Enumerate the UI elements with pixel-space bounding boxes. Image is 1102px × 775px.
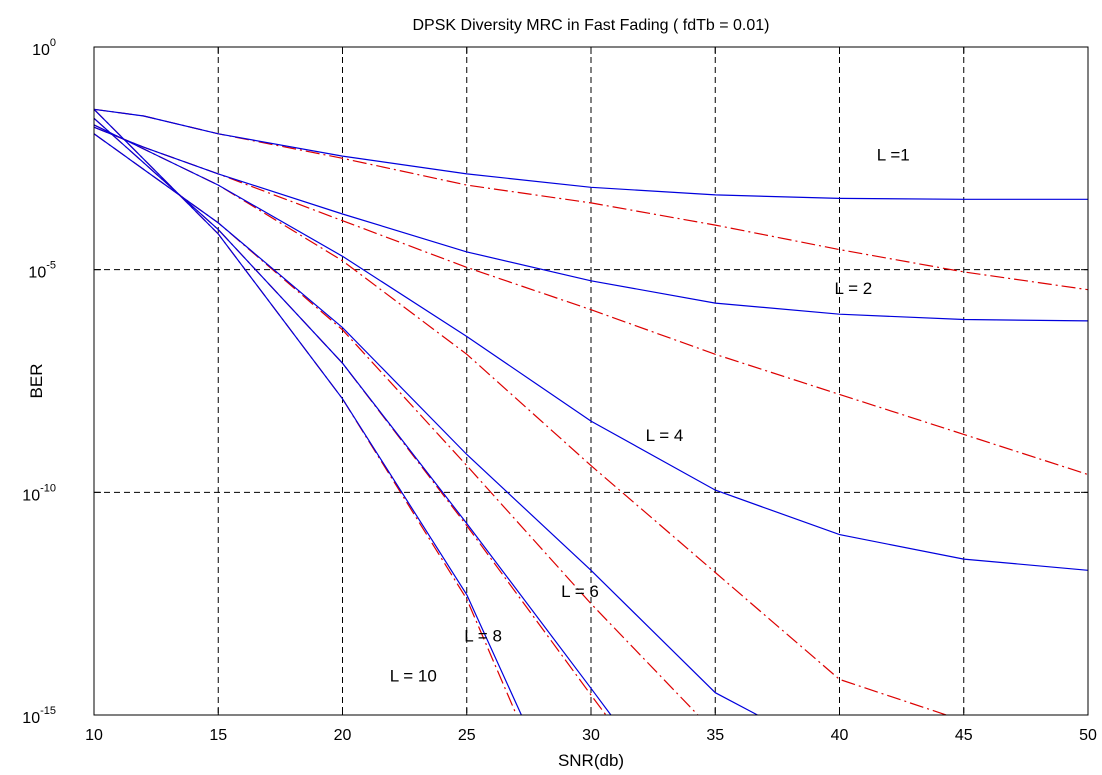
- series-line-fast-fading-3: [93, 124, 1089, 571]
- x-tick-label: 50: [1079, 727, 1097, 744]
- x-tick-label: 40: [831, 727, 849, 744]
- y-tick-label-base: 10: [22, 710, 40, 727]
- x-tick-label: 15: [209, 727, 227, 744]
- x-tick-label: 45: [955, 727, 973, 744]
- curve-label: L = 6: [561, 582, 599, 601]
- x-tick-label: 20: [334, 727, 352, 744]
- y-tick-label: 10-15: [22, 705, 56, 727]
- series-line-fast-fading-1: [93, 108, 1088, 200]
- series-line-fast-fading-6: [93, 108, 522, 716]
- y-tick-label-base: 10: [32, 42, 50, 59]
- x-tick-label: 30: [582, 727, 600, 744]
- y-tick-label: 10-10: [22, 482, 56, 504]
- series-line-reference-2: [93, 126, 1089, 476]
- grid: [94, 47, 1088, 715]
- series-line-fast-fading-2: [93, 126, 1089, 322]
- y-tick-label-exponent: 0: [50, 37, 56, 49]
- curve-label: L = 10: [390, 667, 437, 686]
- y-tick-label: 100: [32, 37, 56, 59]
- y-tick-label: 10-5: [28, 260, 56, 282]
- curve-labels: L =1 L = 2 L = 4 L = 6 L = 8 L = 10: [390, 146, 910, 686]
- y-tick-label-base: 10: [28, 265, 46, 282]
- curve-label: L = 2: [835, 279, 873, 298]
- series-line-fast-fading-4: [93, 133, 758, 716]
- y-tick-label-exponent: -15: [40, 705, 56, 717]
- chart-title: DPSK Diversity MRC in Fast Fading ( fdTb…: [413, 17, 770, 34]
- x-tick-label: 35: [706, 727, 724, 744]
- series-line-reference-1: [93, 108, 1089, 291]
- series-line-reference-6: [93, 108, 518, 716]
- y-tick-label-exponent: -10: [40, 482, 56, 494]
- curve-label: L = 4: [646, 426, 684, 445]
- y-tick-label-exponent: -5: [46, 260, 56, 272]
- series-line-fast-fading-5: [93, 117, 612, 716]
- curves: [93, 108, 1089, 716]
- ticks: [93, 46, 1089, 716]
- x-tick-label: 25: [458, 727, 476, 744]
- series-line-reference-3: [93, 124, 947, 716]
- y-axis-label: BER: [27, 364, 46, 399]
- x-tick-label: 10: [85, 727, 103, 744]
- x-axis-label: SNR(db): [558, 751, 624, 770]
- curve-label: L =1: [877, 146, 910, 165]
- curve-label: L = 8: [464, 627, 502, 646]
- y-tick-label-base: 10: [22, 487, 40, 504]
